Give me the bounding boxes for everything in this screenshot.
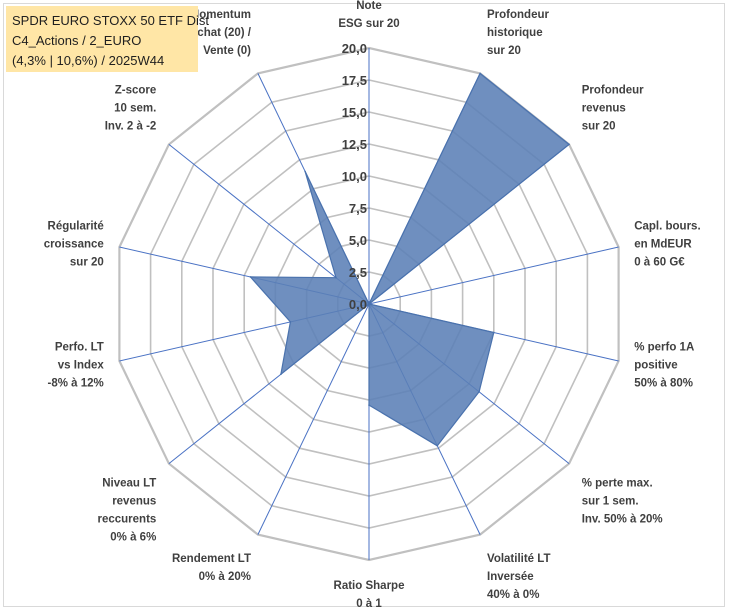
axis-label-7: Volatilité LT Inversée 40% à 0% (487, 553, 550, 601)
axis-label-10: Niveau LT revenus reccurents 0% à 6% (97, 478, 156, 544)
tick-label: 0,0 (349, 297, 367, 312)
axis-label-13: Z-score 10 sem. Inv. 2 à -2 (105, 84, 157, 132)
axis-label-8: Ratio Sharpe 0 à 1 (334, 580, 405, 610)
data-point-10 (280, 373, 282, 376)
chart-title-box: SPDR EURO STOXX 50 ETF Dist C4_Actions /… (6, 6, 209, 72)
data-point-5 (493, 331, 495, 334)
chart-title-line-1: SPDR EURO STOXX 50 ETF Dist (12, 13, 209, 28)
tick-label: 5,0 (349, 233, 367, 248)
tick-label: 7,5 (349, 201, 367, 216)
tick-label-layer: 0,0 2,5 5,0 7,5 10,0 12,5 15,0 17,5 20,0 (342, 41, 367, 312)
data-point-9 (368, 303, 370, 305)
axis-label-3: Profondeur revenus sur 20 (582, 84, 644, 132)
data-point-2 (479, 72, 481, 75)
spoke-9 (257, 303, 370, 535)
data-point-3 (568, 143, 570, 146)
chart-title-line-2: C4_Actions / 2_EURO (12, 33, 142, 48)
spoke-4 (368, 246, 619, 305)
axis-label-2: Profondeur historique sur 20 (487, 9, 549, 57)
data-point-13 (335, 276, 337, 279)
tick-label: 20,0 (342, 41, 367, 56)
axis-label-5: % perfo 1A positive 50% à 80% (634, 342, 694, 390)
axis-label-11: Perfo. LT vs Index -8% à 12% (48, 342, 105, 390)
axis-label-12: Régularité croissance sur 20 (44, 221, 104, 269)
axis-label-layer: Note ESG sur 20 Profondeur historique sur 20… (44, 0, 701, 610)
tick-label: 12,5 (342, 137, 367, 152)
data-point-14 (304, 170, 306, 173)
data-point-6 (478, 391, 480, 393)
tick-label: 2,5 (349, 265, 367, 280)
tick-label: 10,0 (342, 169, 367, 184)
axis-label-9: Rendement LT 0% à 20% (172, 553, 251, 583)
data-point-11 (289, 321, 292, 323)
data-point-7 (436, 445, 439, 447)
axis-label-6: % perte max. sur 1 sem. Inv. 50% à 20% (582, 478, 663, 526)
data-point-12 (249, 276, 252, 278)
data-point-8 (368, 404, 370, 406)
tick-label: 17,5 (342, 73, 367, 88)
axis-label-4: Capl. bours. en MdEUR 0 à 60 G€ (634, 221, 700, 269)
axis-label-1: Note ESG sur 20 (338, 0, 399, 30)
tick-label: 15,0 (342, 105, 367, 120)
data-area-layer (249, 72, 570, 447)
chart-title-line-3: (4,3% | 10,6%) / 2025W44 (12, 53, 165, 68)
axis-label-14: Momentum Achat (20) / Vente (0) (189, 9, 252, 57)
